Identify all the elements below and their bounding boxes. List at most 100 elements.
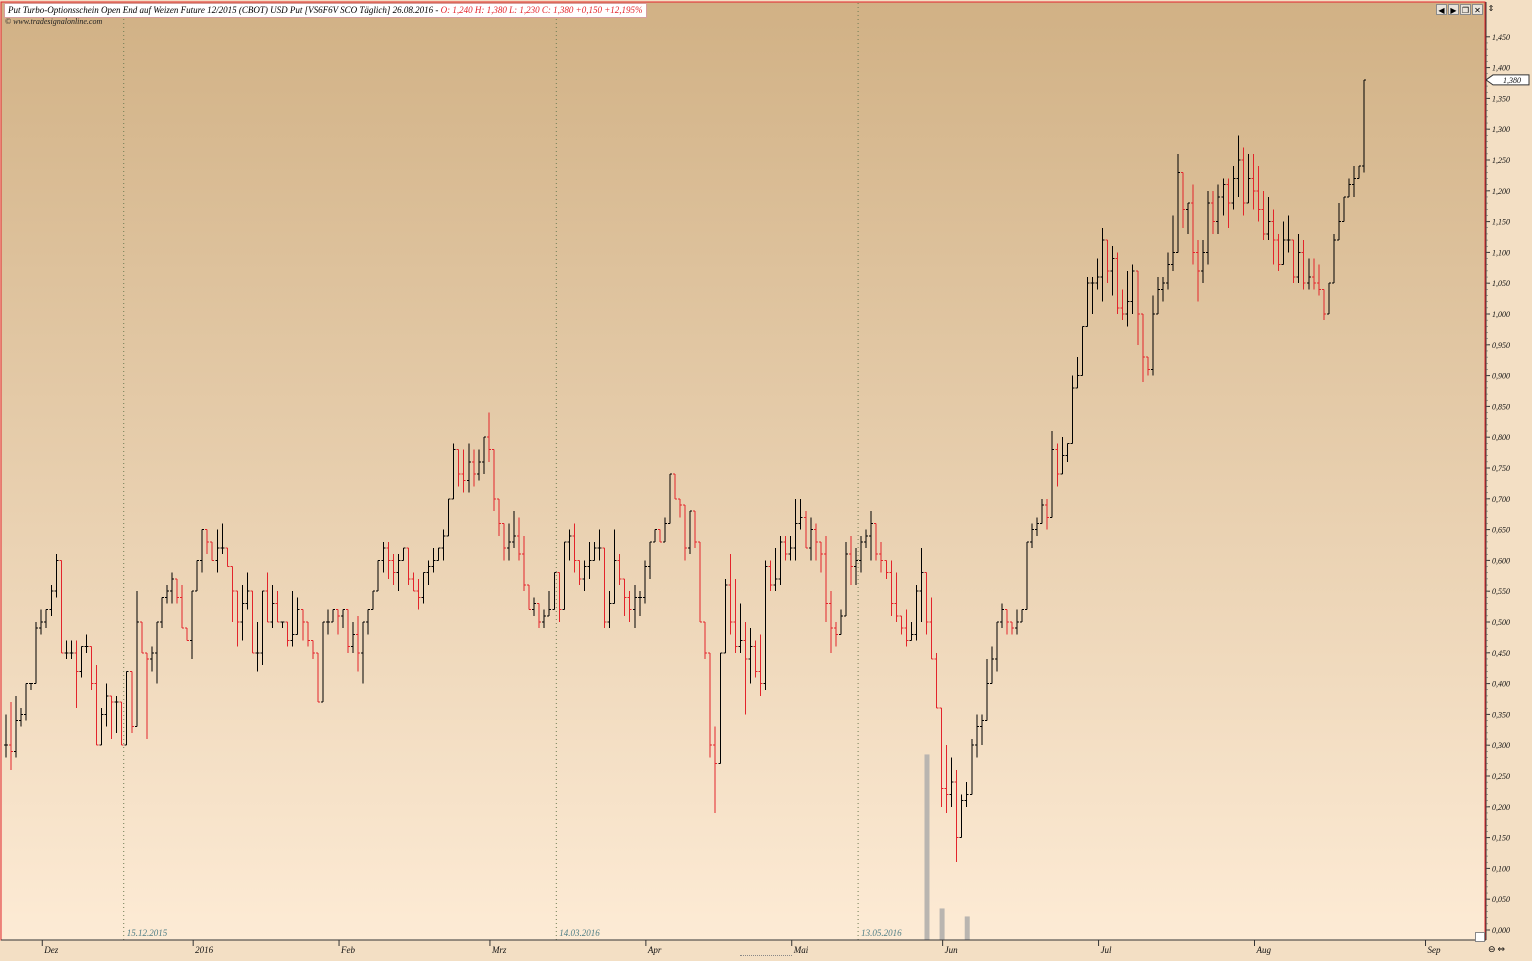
resize-grip-icon[interactable]: [1475, 932, 1485, 942]
ohlc-bar: [1296, 233, 1301, 284]
ohlc-bar: [320, 621, 325, 703]
ohlc-bar: [84, 634, 89, 653]
ohlc-bar: [1226, 178, 1231, 228]
ohlc-bar: [416, 578, 421, 610]
ohlc-bar: [864, 529, 869, 549]
ohlc-bar: [366, 609, 371, 635]
x-tick-label: Apr: [647, 945, 662, 955]
ohlc-bar: [1004, 609, 1009, 635]
zoom-out-icon[interactable]: ⊖: [1488, 945, 1496, 955]
ohlc-bar: [74, 640, 79, 709]
ohlc-bar: [622, 578, 627, 616]
last-price-box: [1485, 74, 1530, 86]
ohlc-bar: [914, 585, 919, 641]
ohlc-bar: [180, 585, 185, 629]
contract-separator-label: 15.12.2015: [127, 928, 168, 938]
ohlc-bar: [1045, 498, 1050, 530]
ohlc-bar: [154, 621, 159, 684]
ohlc-bar: [507, 523, 511, 561]
ohlc-bar: [994, 621, 999, 672]
ohlc-bar: [300, 609, 305, 641]
x-tick-label: 2016: [195, 945, 214, 955]
ohlc-bar: [1211, 190, 1216, 234]
volume-bars: [924, 754, 970, 940]
scroll-left-icon[interactable]: ◀: [1436, 4, 1447, 15]
ohlc-bar: [1075, 357, 1080, 389]
y-tick-label: 0,300: [1492, 741, 1510, 750]
ohlc-bar: [929, 597, 934, 660]
y-tick-label: 0,650: [1492, 526, 1510, 535]
ohlc-bar: [944, 745, 949, 813]
ohlc-bar: [517, 517, 522, 561]
ohlc-bar: [356, 615, 361, 672]
ohlc-bar: [657, 529, 662, 543]
ohlc-bar: [24, 683, 29, 721]
y-tick-label: 0,950: [1492, 341, 1510, 350]
ohlc-bar: [1331, 233, 1336, 284]
horizontal-scale-icon[interactable]: ⇔: [1497, 945, 1506, 955]
ohlc-bar: [527, 584, 532, 611]
ohlc-bar: [592, 541, 597, 561]
ohlc-bar: [1100, 227, 1105, 302]
y-tick-label: 1,450: [1492, 33, 1510, 42]
ohlc-bar: [270, 585, 275, 629]
ohlc-bar: [974, 714, 979, 758]
ohlc-bar: [688, 510, 693, 555]
y-tick-label: 0,450: [1492, 649, 1510, 658]
ohlc-bar: [285, 621, 290, 647]
ohlc-bar: [894, 572, 899, 622]
ohlc-bar: [1231, 166, 1236, 210]
close-icon[interactable]: ✕: [1472, 4, 1483, 15]
ohlc-bar: [461, 449, 466, 493]
ohlc-bar: [1311, 258, 1316, 290]
ohlc-bar: [1347, 178, 1352, 198]
ohlc-bar: [647, 541, 652, 579]
ohlc-bar: [396, 554, 401, 592]
y-tick-label: 0,600: [1492, 556, 1510, 565]
ohlc-bar: [582, 560, 587, 592]
ohlc-bar: [250, 590, 255, 654]
ohlc-bar: [431, 548, 436, 573]
ohlc-bar: [954, 769, 959, 863]
ohlc-bar: [456, 449, 461, 487]
horizontal-scrollbar[interactable]: [740, 955, 792, 959]
ohlc-bar: [164, 585, 169, 604]
ohlc-bar: [411, 572, 416, 592]
ohlc-bar: [768, 560, 773, 592]
ohlc-bar: [763, 560, 768, 690]
ohlc-bar: [652, 529, 657, 543]
ohlc-bar: [1221, 178, 1226, 216]
pane-scale-icon[interactable]: ⇕: [1487, 4, 1495, 13]
ohlc-bar: [335, 609, 340, 635]
ohlc-bar: [989, 646, 994, 685]
ohlc-bar: [909, 622, 914, 641]
ohlc-bar: [391, 554, 396, 586]
ohlc-bar: [220, 523, 225, 555]
zoom-controls: ⊖ ⇔: [1488, 945, 1505, 955]
ohlc-bar: [99, 708, 104, 746]
ohlc-bar: [889, 560, 894, 616]
ohlc-bar: [773, 548, 778, 592]
ohlc-bar: [1241, 147, 1246, 216]
ohlc-bar: [1357, 165, 1362, 179]
y-tick-label: 0,550: [1492, 587, 1510, 596]
ohlc-bar: [175, 578, 180, 604]
ohlc-bar: [330, 609, 335, 623]
contract-separator-label: 14.03.2016: [559, 928, 600, 938]
restore-window-icon[interactable]: ❐: [1460, 4, 1471, 15]
y-tick-label: 1,050: [1492, 279, 1510, 288]
ohlc-bar: [210, 541, 215, 561]
ohlc-bar: [1115, 252, 1120, 314]
ohlc-bar: [587, 541, 592, 579]
ohlc-bar: [54, 554, 59, 598]
ohlc-bar: [305, 621, 310, 647]
ohlc-bar: [1336, 203, 1341, 241]
ohlc-bar: [753, 640, 758, 678]
ohlc-bar: [698, 541, 703, 623]
ohlc-bar: [225, 547, 230, 568]
y-tick-label: 1,300: [1492, 125, 1510, 134]
y-tick-label: 1,200: [1492, 187, 1510, 196]
scroll-right-icon[interactable]: ▶: [1448, 4, 1459, 15]
